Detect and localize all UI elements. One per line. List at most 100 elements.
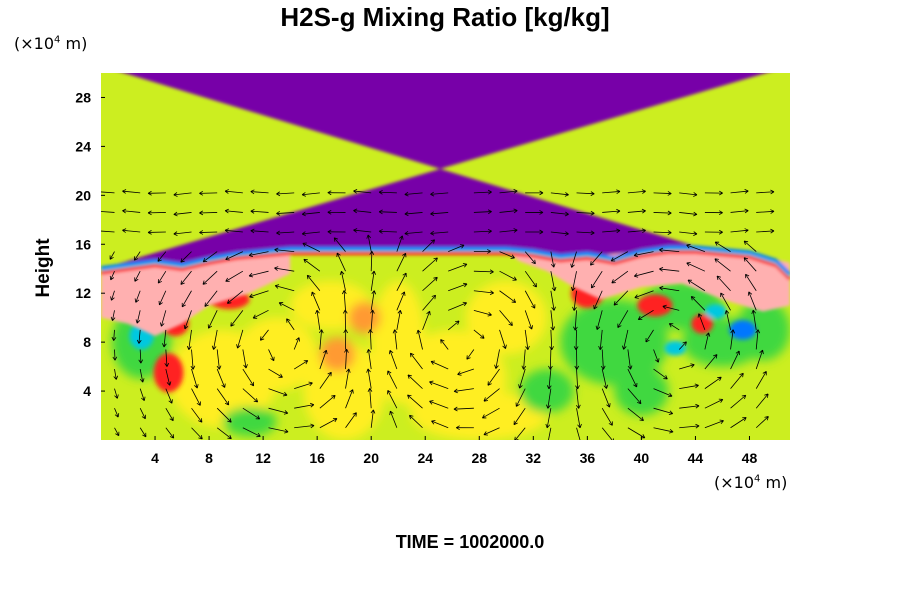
velocity-arrow [276, 211, 295, 216]
velocity-arrow [576, 230, 595, 236]
velocity-arrow [158, 290, 167, 306]
velocity-arrow [679, 423, 700, 429]
velocity-arrow [204, 290, 218, 307]
velocity-arrow [601, 407, 613, 426]
velocity-arrow [473, 209, 492, 215]
time-label: TIME = 1002000.0 [395, 532, 545, 552]
velocity-arrow [199, 230, 218, 235]
velocity-arrow [101, 191, 115, 194]
velocity-arrow [600, 349, 606, 370]
velocity-arrow [548, 427, 552, 440]
velocity-arrow [601, 388, 611, 408]
velocity-arrow [575, 369, 580, 390]
velocity-arrow [494, 349, 500, 369]
velocity-arrow [250, 209, 269, 214]
velocity-arrow [730, 394, 747, 409]
velocity-arrow [524, 290, 536, 309]
velocity-arrow [610, 251, 629, 262]
velocity-arrow [473, 249, 491, 254]
velocity-arrow [345, 368, 351, 389]
velocity-arrow [190, 349, 196, 370]
velocity-arrow [227, 290, 244, 304]
velocity-arrow [448, 301, 468, 311]
velocity-arrow [341, 290, 347, 311]
velocity-arrow [311, 291, 321, 311]
velocity-arrow [745, 273, 757, 291]
velocity-arrow [422, 239, 436, 252]
velocity-arrow [333, 237, 346, 252]
y-axis-ticks: 4 8 12 16 20 24 28 [75, 89, 105, 399]
velocity-arrow [550, 310, 556, 331]
velocity-arrow [653, 368, 668, 380]
velocity-arrow [110, 290, 115, 301]
velocity-arrow [396, 309, 403, 330]
velocity-arrow [216, 349, 222, 370]
velocity-arrow [573, 329, 579, 351]
velocity-arrow [109, 251, 115, 260]
velocity-arrow [755, 393, 769, 409]
velocity-arrow [704, 354, 718, 370]
velocity-arrow [513, 407, 526, 426]
velocity-arrow [525, 190, 544, 196]
velocity-arrow [159, 310, 167, 327]
velocity-arrow [248, 251, 269, 258]
velocity-arrow [138, 349, 144, 364]
y-unit-exponent: 4 [54, 34, 61, 46]
velocity-arrow [191, 407, 203, 423]
velocity-arrow [679, 383, 699, 390]
velocity-arrow [453, 388, 474, 394]
velocity-arrow [224, 208, 243, 214]
velocity-arrow [249, 290, 269, 299]
velocity-arrow [165, 368, 172, 386]
velocity-arrow [730, 350, 740, 370]
y-tick-label: 4 [83, 383, 91, 399]
velocity-arrow [714, 258, 731, 272]
velocity-arrow [274, 284, 295, 292]
velocity-arrow [422, 257, 438, 272]
velocity-arrow [574, 349, 580, 370]
velocity-arrow [716, 275, 731, 292]
velocity-arrow [482, 407, 500, 419]
velocity-arrow [370, 290, 377, 311]
velocity-arrow [591, 270, 603, 289]
velocity-arrow [483, 388, 500, 402]
velocity-arrow [659, 285, 680, 292]
velocity-arrow [690, 296, 706, 311]
velocity-arrow [230, 310, 244, 327]
velocity-arrow [389, 410, 398, 428]
velocity-arrow [303, 258, 321, 272]
velocity-arrow [343, 329, 349, 350]
velocity-arrow [211, 329, 218, 350]
velocity-arrow [448, 263, 468, 272]
velocity-arrow [378, 189, 397, 195]
velocity-arrow [627, 349, 633, 370]
velocity-arrow [429, 400, 449, 409]
velocity-arrow [602, 208, 621, 214]
x-tick-label: 20 [363, 450, 379, 466]
velocity-arrow [755, 371, 767, 389]
velocity-arrow [548, 349, 553, 370]
velocity-arrow [250, 228, 269, 234]
velocity-arrow [268, 388, 288, 397]
velocity-arrow [392, 329, 398, 350]
velocity-arrow [396, 291, 406, 311]
velocity-arrow [524, 251, 536, 265]
velocity-arrow [294, 381, 313, 390]
velocity-arrow [294, 402, 315, 409]
velocity-arrow [550, 231, 569, 236]
velocity-arrow [224, 228, 243, 233]
velocity-arrow [499, 228, 518, 233]
velocity-arrow [679, 363, 695, 370]
velocity-arrow [345, 389, 354, 409]
y-tick-label: 24 [75, 138, 91, 154]
velocity-arrow [686, 262, 706, 272]
velocity-arrow [318, 329, 324, 350]
velocity-arrow [627, 189, 646, 194]
velocity-arrow [524, 270, 537, 288]
velocity-arrow [653, 191, 672, 196]
velocity-arrow [499, 290, 517, 303]
velocity-arrow [147, 230, 166, 235]
velocity-arrow [122, 228, 141, 233]
velocity-arrow [430, 360, 449, 370]
velocity-arrow [388, 349, 398, 370]
